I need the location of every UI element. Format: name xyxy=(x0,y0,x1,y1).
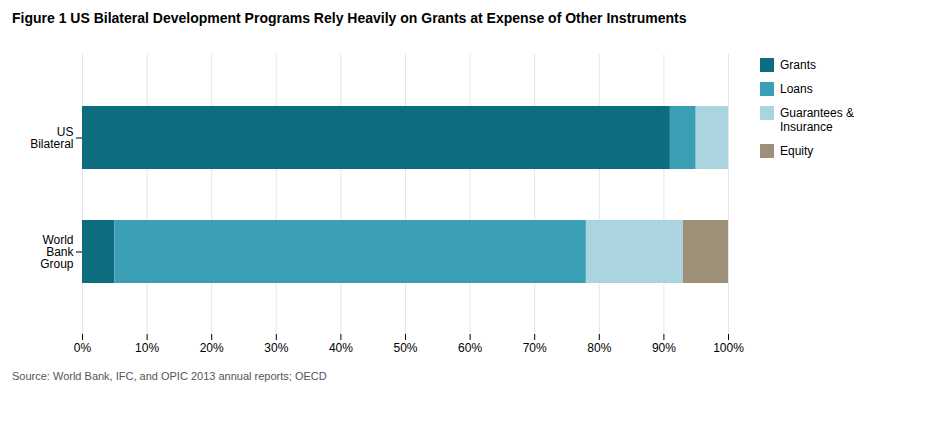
svg-text:70%: 70% xyxy=(523,341,547,355)
html-text:Guarantees & Insurance: Guarantees & Insurance xyxy=(780,106,854,134)
svg-text:30%: 30% xyxy=(264,341,288,355)
svg-text:50%: 50% xyxy=(393,341,417,355)
svg-text:60%: 60% xyxy=(458,341,482,355)
html-text:Figure 1 US Bilateral Developm: Figure 1 US Bilateral Development Progra… xyxy=(12,10,687,26)
svg-text:WorldBankGroup: WorldBankGroup xyxy=(40,233,74,271)
svg-text:USBilateral: USBilateral xyxy=(30,125,73,151)
svg-text:80%: 80% xyxy=(587,341,611,355)
svg-text:10%: 10% xyxy=(135,341,159,355)
svg-text:40%: 40% xyxy=(329,341,353,355)
html-text:Grants: Grants xyxy=(780,58,816,72)
html-text:Source: World Bank, IFC, and O: Source: World Bank, IFC, and OPIC 2013 a… xyxy=(12,370,327,382)
svg-text:100%: 100% xyxy=(713,341,744,355)
html-text:Loans: Loans xyxy=(780,82,813,96)
svg-text:0%: 0% xyxy=(74,341,92,355)
html-text:Equity: Equity xyxy=(780,144,814,158)
svg-text:90%: 90% xyxy=(652,341,676,355)
svg-text:20%: 20% xyxy=(200,341,224,355)
